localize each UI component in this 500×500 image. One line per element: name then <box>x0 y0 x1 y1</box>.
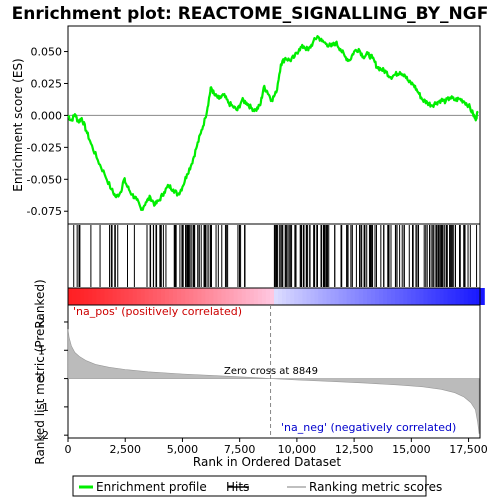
es-y-tick-label: -0.025 <box>27 141 62 154</box>
x-ticks: 0 2,500 5,000 7,500 10,000 12,500 15,000 17,500 <box>65 438 488 456</box>
es-panel-frame <box>68 26 480 224</box>
es-y-axis-label: Enrichment score (ES) <box>11 58 25 191</box>
color-bar-segment <box>399 288 404 305</box>
es-y-tick-label: -0.075 <box>27 205 62 218</box>
es-profile-line <box>68 36 478 210</box>
color-bar-segment <box>432 288 437 305</box>
zero-cross-label: Zero cross at 8849 <box>224 366 318 377</box>
es-y-tick-label: -0.050 <box>27 173 62 186</box>
color-bar-segment <box>278 288 283 305</box>
color-bar-segment <box>339 288 344 305</box>
x-tick-label: 17,500 <box>449 443 488 456</box>
color-bar-segment <box>258 288 263 305</box>
color-bar-segment <box>331 288 336 305</box>
chart-title: Enrichment plot: REACTOME_SIGNALLING_BY_… <box>12 4 489 24</box>
es-profile-path <box>68 36 478 210</box>
color-bar-segment <box>371 288 376 305</box>
color-bar-segment <box>153 288 158 305</box>
color-bar-segment <box>286 288 291 305</box>
color-bar-segment <box>133 288 138 305</box>
es-y-tick-label: 0.050 <box>31 46 63 59</box>
color-bar-segment <box>213 288 218 305</box>
ranking-metric-area <box>68 329 479 434</box>
color-bar-segment <box>205 288 210 305</box>
color-bar-segment <box>452 288 457 305</box>
color-bar-segment <box>298 288 303 305</box>
pos-correlated-label: 'na_pos' (positively correlated) <box>73 305 242 318</box>
color-bar-segment <box>112 288 117 305</box>
color-bar-segment <box>419 288 424 305</box>
color-bar-segment <box>185 288 190 305</box>
legend-hits-label: Hits <box>226 480 249 494</box>
x-tick-label: 2,500 <box>109 443 141 456</box>
color-bar-segment <box>266 288 271 305</box>
color-bar-segment <box>359 288 364 305</box>
color-bar-segment <box>193 288 198 305</box>
color-bar-segment <box>411 288 416 305</box>
legend-es-label: Enrichment profile <box>96 480 207 494</box>
es-y-tick-label: 0.025 <box>31 77 63 90</box>
es-y-ticks: 0.050 0.025 0.000 -0.025 -0.050 -0.075 <box>27 46 68 219</box>
neg-correlated-label: 'na_neg' (negatively correlated) <box>281 421 456 434</box>
color-bar-segment <box>318 288 323 305</box>
color-bar-segment <box>246 288 251 305</box>
rank-color-bar <box>68 288 485 305</box>
color-bar-segment <box>238 288 243 305</box>
color-bar-segment <box>92 288 97 305</box>
color-bar-segment <box>351 288 356 305</box>
legend-metric-label: Ranking metric scores <box>309 480 442 494</box>
color-bar-segment <box>165 288 170 305</box>
x-axis-label: Rank in Ordered Dataset <box>193 455 341 469</box>
color-bar-segment <box>100 288 105 305</box>
color-bar-segment <box>480 288 485 305</box>
es-y-tick-label: 0.000 <box>31 109 63 122</box>
metric-y-axis-label: Ranked list metric (PreRanked) <box>33 279 47 464</box>
metric-area-path <box>68 329 479 434</box>
hit-marks <box>74 225 477 287</box>
color-bar-segment <box>72 288 77 305</box>
color-bar-segment <box>379 288 384 305</box>
color-bar-segment <box>444 288 449 305</box>
color-bar-segment <box>145 288 150 305</box>
color-bar-segment <box>306 288 311 305</box>
color-bar-segment <box>472 288 477 305</box>
color-bar-segment <box>173 288 178 305</box>
x-tick-label: 0 <box>65 443 72 456</box>
color-bar-segment <box>125 288 130 305</box>
x-tick-label: 15,000 <box>392 443 431 456</box>
color-bar-segment <box>391 288 396 305</box>
color-bar-segment <box>464 288 469 305</box>
color-bar-segment <box>80 288 85 305</box>
color-bar-segment <box>226 288 231 305</box>
